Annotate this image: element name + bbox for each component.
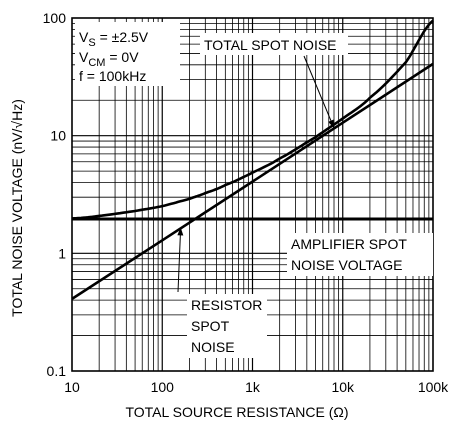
leader-arrowhead <box>177 227 184 236</box>
y-tick-label: 100 <box>43 10 67 26</box>
y-tick-label: 0.1 <box>47 363 67 379</box>
conditions-background <box>75 22 180 86</box>
plot-frame <box>71 17 434 372</box>
y-tick-label: 10 <box>50 128 66 144</box>
label-amplifier-spot-noise-background <box>287 233 433 276</box>
x-tick-label: 100 <box>151 379 175 395</box>
x-tick-label: 10 <box>64 379 80 395</box>
label-total-spot-noise: TOTAL SPOT NOISE <box>204 37 337 53</box>
plot-border <box>71 17 434 372</box>
condition-line: f = 100kHz <box>79 68 146 84</box>
leader-line <box>177 227 182 293</box>
tick-labels: 10 100 1k 10k 100k 0.1 1 10 100 <box>43 10 449 395</box>
y-tick-label: 1 <box>58 245 66 261</box>
x-tick-label: 100k <box>418 379 449 395</box>
total-spot-noise-line <box>71 19 434 220</box>
x-tick-label: 1k <box>245 379 261 395</box>
series-lines <box>71 19 434 300</box>
annotations: TOTAL SPOT NOISE AMPLIFIER SPOT NOISE VOLT… <box>177 33 433 358</box>
condition-line: VS = ±2.5V <box>79 29 149 49</box>
leader-arrowhead <box>328 119 335 129</box>
label-amplifier-spot-noise: NOISE VOLTAGE <box>291 257 403 273</box>
label-total-spot-noise-background <box>200 33 348 55</box>
resistor-spot-noise-line <box>71 62 434 300</box>
condition-line: VCM = 0V <box>79 49 139 69</box>
y-axis-title: TOTAL NOISE VOLTAGE (nV/√Hz) <box>9 99 25 317</box>
label-resistor-spot-noise: NOISE <box>191 339 235 355</box>
x-axis-title: TOTAL SOURCE RESISTANCE (Ω) <box>125 404 348 420</box>
label-amplifier-spot-noise: AMPLIFIER SPOT <box>291 236 407 252</box>
label-resistor-spot-noise-background <box>187 294 267 358</box>
leader-line <box>303 55 335 129</box>
x-tick-label: 10k <box>331 379 355 395</box>
label-resistor-spot-noise: SPOT <box>191 318 230 334</box>
label-resistor-spot-noise: RESISTOR <box>191 297 262 313</box>
